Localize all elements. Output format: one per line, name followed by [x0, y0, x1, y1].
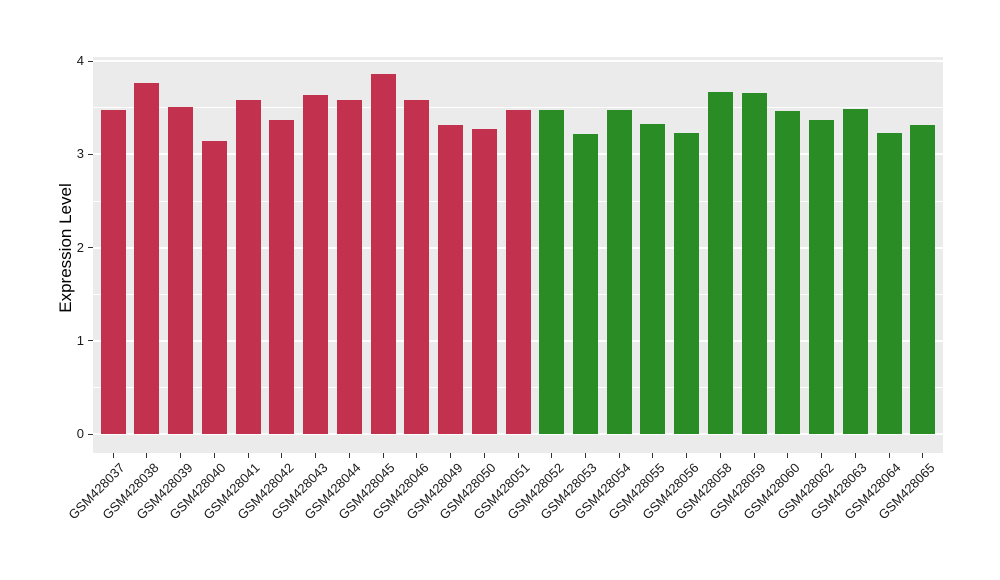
bar-GSM428037: [100, 109, 126, 434]
minor-gridline: [93, 107, 943, 109]
x-tick-mark: [483, 453, 485, 458]
bar-GSM428060: [775, 110, 801, 434]
x-tick-mark: [584, 453, 586, 458]
major-gridline: [93, 60, 943, 63]
bar-GSM428065: [910, 124, 936, 434]
bar-GSM428056: [674, 132, 700, 434]
bar-GSM428043: [303, 94, 329, 434]
y-tick-label: 2: [76, 239, 84, 255]
bar-GSM428055: [640, 123, 666, 434]
x-tick-mark: [450, 453, 452, 458]
x-tick-mark: [112, 453, 114, 458]
y-tick-mark: [88, 433, 93, 435]
x-tick-mark: [551, 453, 553, 458]
bar-GSM428042: [269, 119, 295, 434]
major-gridline: [93, 433, 943, 435]
bar-GSM428045: [370, 74, 396, 434]
y-tick-label: 4: [76, 53, 84, 69]
bar-GSM428050: [471, 129, 497, 434]
bar-GSM428049: [438, 124, 464, 434]
y-tick-mark: [88, 340, 93, 342]
y-tick-mark: [88, 60, 93, 62]
x-tick-mark: [348, 453, 350, 458]
x-tick-mark: [922, 453, 924, 458]
x-tick-mark: [382, 453, 384, 458]
bar-GSM428044: [336, 100, 362, 434]
x-tick-mark: [652, 453, 654, 458]
bar-GSM428038: [134, 82, 160, 434]
y-tick-label: 0: [76, 426, 84, 441]
y-tick-label: 1: [76, 332, 84, 348]
bar-GSM428062: [809, 119, 835, 434]
bar-GSM428058: [707, 91, 733, 434]
x-tick-mark: [753, 453, 755, 458]
y-tick-mark: [88, 153, 93, 155]
bar-GSM428054: [606, 109, 632, 434]
x-tick-mark: [146, 453, 148, 458]
bar-GSM428053: [572, 133, 598, 434]
x-tick-mark: [180, 453, 182, 458]
bar-GSM428040: [201, 141, 227, 434]
x-tick-mark: [517, 453, 519, 458]
x-tick-mark: [787, 453, 789, 458]
bar-GSM428051: [505, 109, 531, 434]
x-tick-mark: [315, 453, 317, 458]
x-tick-mark: [416, 453, 418, 458]
x-tick-mark: [821, 453, 823, 458]
bar-GSM428059: [741, 92, 767, 434]
bar-GSM428052: [539, 109, 565, 434]
x-tick-mark: [888, 453, 890, 458]
x-tick-mark: [854, 453, 856, 458]
y-tick-mark: [88, 247, 93, 249]
x-tick-mark: [247, 453, 249, 458]
bar-GSM428041: [235, 100, 261, 434]
bar-GSM428063: [842, 108, 868, 434]
x-tick-mark: [719, 453, 721, 458]
bar-GSM428039: [168, 106, 194, 434]
x-tick-mark: [281, 453, 283, 458]
x-tick-mark: [686, 453, 688, 458]
x-tick-mark: [618, 453, 620, 458]
x-tick-mark: [213, 453, 215, 458]
bar-GSM428046: [404, 100, 430, 434]
y-tick-label: 3: [76, 146, 84, 162]
plot-panel: [93, 57, 943, 453]
bar-GSM428064: [876, 132, 902, 434]
